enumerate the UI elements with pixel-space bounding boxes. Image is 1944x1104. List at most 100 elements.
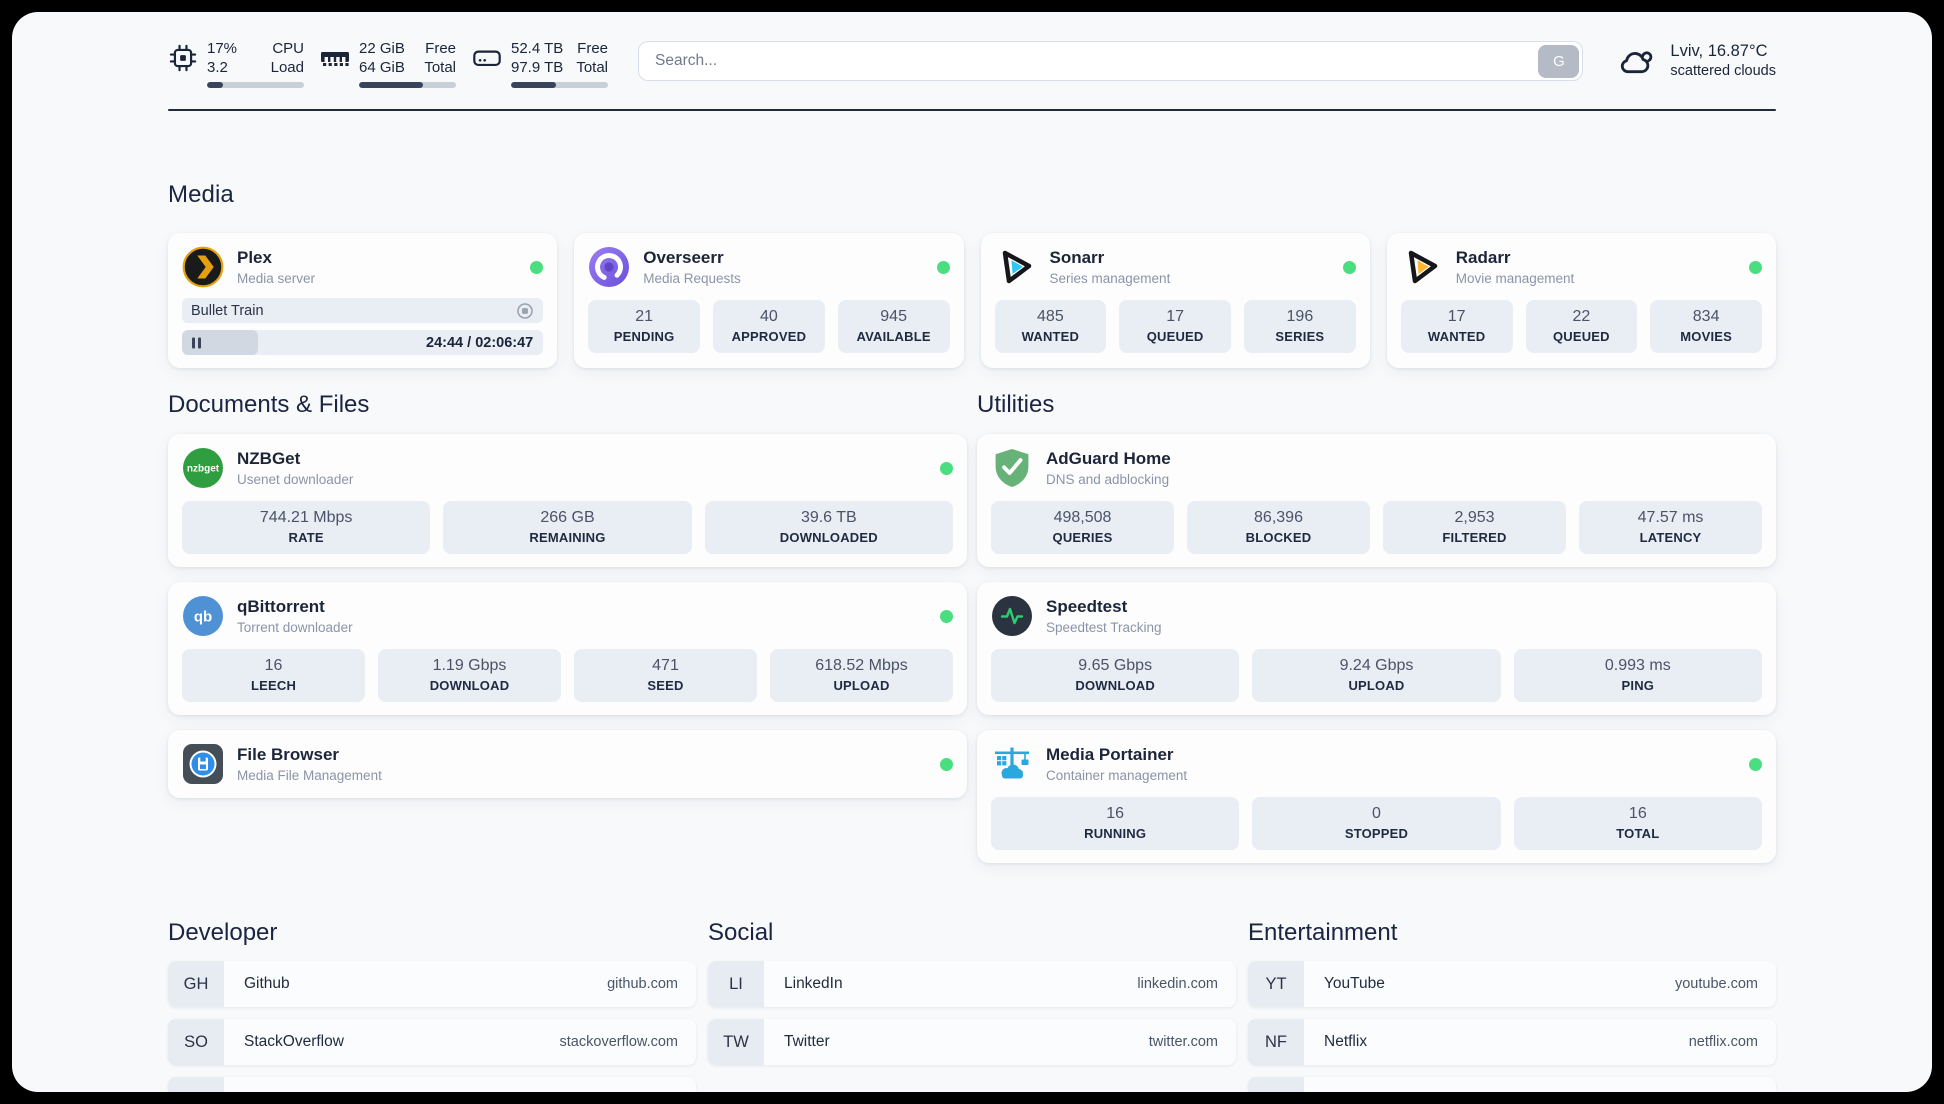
stat-box: 16 RUNNING <box>991 797 1240 850</box>
bookmark-name: LinkedIn <box>784 975 843 992</box>
status-dot <box>940 609 953 623</box>
bookmark-name: Reddit <box>1324 1091 1690 1092</box>
section-title-entertainment: Entertainment <box>1248 919 1398 946</box>
stat-box: 0 STOPPED <box>1252 797 1501 850</box>
stat-box: 21 PENDING <box>588 300 700 353</box>
bookmark-github[interactable]: GH Github github.com <box>168 961 696 1007</box>
stat-box: 40 APPROVED <box>713 300 825 353</box>
stat-box: 16 TOTAL <box>1513 797 1762 850</box>
app-name: Media Portainer <box>1046 745 1174 764</box>
app-description: Media server <box>237 271 316 286</box>
weather-widget[interactable]: Lviv, 16.87°C scattered clouds <box>1617 41 1776 81</box>
ram-icon <box>321 52 349 66</box>
bookmark-reddit[interactable]: RE Reddit reddit.com <box>1248 1077 1776 1092</box>
search-input[interactable] <box>643 52 1539 70</box>
svg-text:qb: qb <box>194 609 212 626</box>
stat-box: 196 SERIES <box>1244 300 1356 353</box>
bookmark-abbr: SO <box>168 1019 224 1065</box>
cpu-icon <box>169 44 197 72</box>
bookmark-abbr: TW <box>708 1019 764 1065</box>
bookmark-stackoverflow[interactable]: SO StackOverflow stackoverflow.com <box>168 1019 696 1065</box>
stat-box: 39.6 TB DOWNLOADED <box>704 501 953 554</box>
top-bar: 17% 3.2 CPU Load <box>168 39 1776 88</box>
bookmark-url: linkedin.com <box>1137 976 1218 992</box>
stat-box: 47.57 ms LATENCY <box>1579 501 1762 554</box>
app-name: NZBGet <box>237 449 301 468</box>
ram-label-1: Free <box>425 40 456 57</box>
stat-box: 22 QUEUED <box>1525 300 1638 353</box>
app-card-filebrowser[interactable]: File Browser Media File Management <box>168 730 967 798</box>
status-dot <box>936 260 950 274</box>
section-title-developer: Developer <box>168 919 278 946</box>
status-dot <box>1342 260 1356 274</box>
cpu-label-1: CPU <box>272 40 304 57</box>
section-title-media: Media <box>168 181 234 208</box>
app-name: Speedtest <box>1046 597 1128 616</box>
cloud-icon <box>1621 51 1653 74</box>
section-title-social: Social <box>708 919 774 946</box>
bookmark-url: github.com <box>607 976 678 992</box>
app-card-speedtest[interactable]: Speedtest Speedtest Tracking 9.65 Gbps DO… <box>977 582 1776 715</box>
app-description: Torrent downloader <box>237 620 353 635</box>
app-card-overseerr[interactable]: Overseerr Media Requests 21 PENDING 40 APP… <box>574 233 964 368</box>
now-playing-row: Bullet Train <box>182 298 544 323</box>
nzbget-icon: nzbget <box>183 448 223 488</box>
bookmark-name: Github <box>244 975 290 992</box>
bookmark-netflix[interactable]: NF Netflix netflix.com <box>1248 1019 1776 1065</box>
stat-box: 618.52 Mbps UPLOAD <box>770 649 953 702</box>
disk-free: 52.4 TB <box>511 40 564 57</box>
app-description: Usenet downloader <box>237 472 354 487</box>
bookmark-youtube[interactable]: YT YouTube youtube.com <box>1248 961 1776 1007</box>
app-name: Plex <box>237 248 272 267</box>
app-card-adguard[interactable]: AdGuard Home DNS and adblocking 498,508 Q… <box>977 434 1776 567</box>
ram-widget: 22 GiB 64 GiB Free Total <box>320 39 456 88</box>
app-card-plex[interactable]: Plex Media server Bullet Train 24:44 / 0… <box>168 233 558 368</box>
bookmark-url: youtube.com <box>1674 976 1758 992</box>
bookmark-linkedin[interactable]: LI LinkedIn linkedin.com <box>708 961 1236 1007</box>
stat-box: 2,953 FILTERED <box>1383 501 1566 554</box>
bookmark-name: StackOverflow <box>244 1033 344 1050</box>
stop-icon[interactable] <box>516 302 534 320</box>
app-description: Series management <box>1049 271 1171 286</box>
sonarr-icon <box>1002 250 1031 284</box>
svg-text:nzbget: nzbget <box>187 464 220 475</box>
bookmark-abbr: GH <box>168 961 224 1007</box>
status-dot <box>1749 260 1762 274</box>
bookmark-name: Twitter <box>784 1033 830 1050</box>
cpu-label-2: Load <box>270 59 304 76</box>
app-card-portainer[interactable]: Media Portainer Container management 16 R… <box>977 730 1776 863</box>
bookmark-abbr: LI <box>708 961 764 1007</box>
bookmark-abbr: DT <box>168 1077 224 1092</box>
cpu-usage-bar <box>207 82 304 88</box>
app-description: Movie management <box>1455 271 1575 286</box>
ram-total: 64 GiB <box>359 59 405 76</box>
speedtest-icon <box>992 596 1032 636</box>
app-description: Media Requests <box>643 271 741 286</box>
stat-box: 86,396 BLOCKED <box>1187 501 1370 554</box>
app-card-radarr[interactable]: Radarr Movie management 17 WANTED 22 QUEUE… <box>1386 233 1776 368</box>
app-card-sonarr[interactable]: Sonarr Series management 485 WANTED 17 QUE… <box>980 233 1370 368</box>
app-name: qBittorrent <box>237 597 325 616</box>
app-card-nzbget[interactable]: nzbget NZBGet Usenet downloader 744.21 M… <box>168 434 967 567</box>
bookmark-dev[interactable]: DT DEV dev.to <box>168 1077 696 1092</box>
stat-box: 9.65 Gbps DOWNLOAD <box>991 649 1240 702</box>
app-name: Overseerr <box>643 248 724 267</box>
documents-column: Documents & Files nzbget NZBGet Usenet d… <box>168 391 967 863</box>
bookmark-url: netflix.com <box>1688 1034 1758 1050</box>
developer-column: Developer GH Github github.com SO StackO… <box>168 919 696 1092</box>
stat-box: 266 GB REMAINING <box>443 501 692 554</box>
app-description: Container management <box>1046 768 1188 783</box>
app-card-qbittorrent[interactable]: qb qBittorrent Torrent downloader 16 LEEC… <box>168 582 967 715</box>
stat-box: 834 MOVIES <box>1650 300 1762 353</box>
search-engine-button[interactable]: G <box>1538 44 1580 78</box>
disk-icon <box>473 50 501 67</box>
cpu-load: 3.2 <box>207 59 228 76</box>
cpu-widget: 17% 3.2 CPU Load <box>168 39 304 88</box>
stat-box: 17 QUEUED <box>1119 300 1231 353</box>
bookmark-twitter[interactable]: TW Twitter twitter.com <box>708 1019 1236 1065</box>
disk-label-1: Free <box>577 40 608 57</box>
utilities-column: Utilities AdGuard Home DNS and adblockin… <box>977 391 1776 863</box>
ram-usage-bar <box>359 82 456 88</box>
portainer-icon <box>995 747 1029 779</box>
disk-label-2: Total <box>576 59 608 76</box>
